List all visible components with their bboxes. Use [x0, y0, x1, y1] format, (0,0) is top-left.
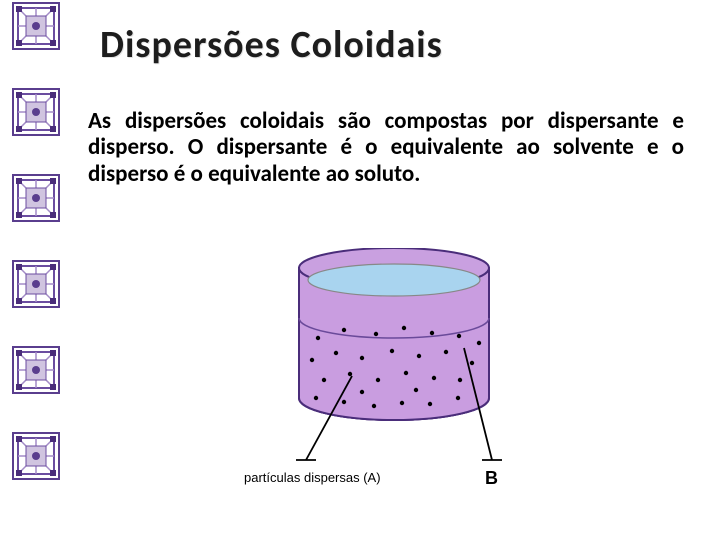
page-title: Dispersões Coloidais — [100, 22, 443, 68]
diagram-label-a: partículas dispersas (A) — [244, 470, 381, 485]
body-paragraph: As dispersões coloidais são compostas po… — [88, 108, 684, 187]
bullet-icon — [12, 88, 60, 136]
bullet-icon — [12, 260, 60, 308]
sidebar-bullets — [0, 0, 72, 540]
bullet-icon — [12, 432, 60, 480]
diagram-label-b: B — [485, 468, 498, 488]
bullet-icon — [12, 346, 60, 394]
bullet-icon — [12, 2, 60, 50]
bullet-icon — [12, 174, 60, 222]
colloid-diagram: partículas dispersas (A) B — [244, 248, 564, 518]
